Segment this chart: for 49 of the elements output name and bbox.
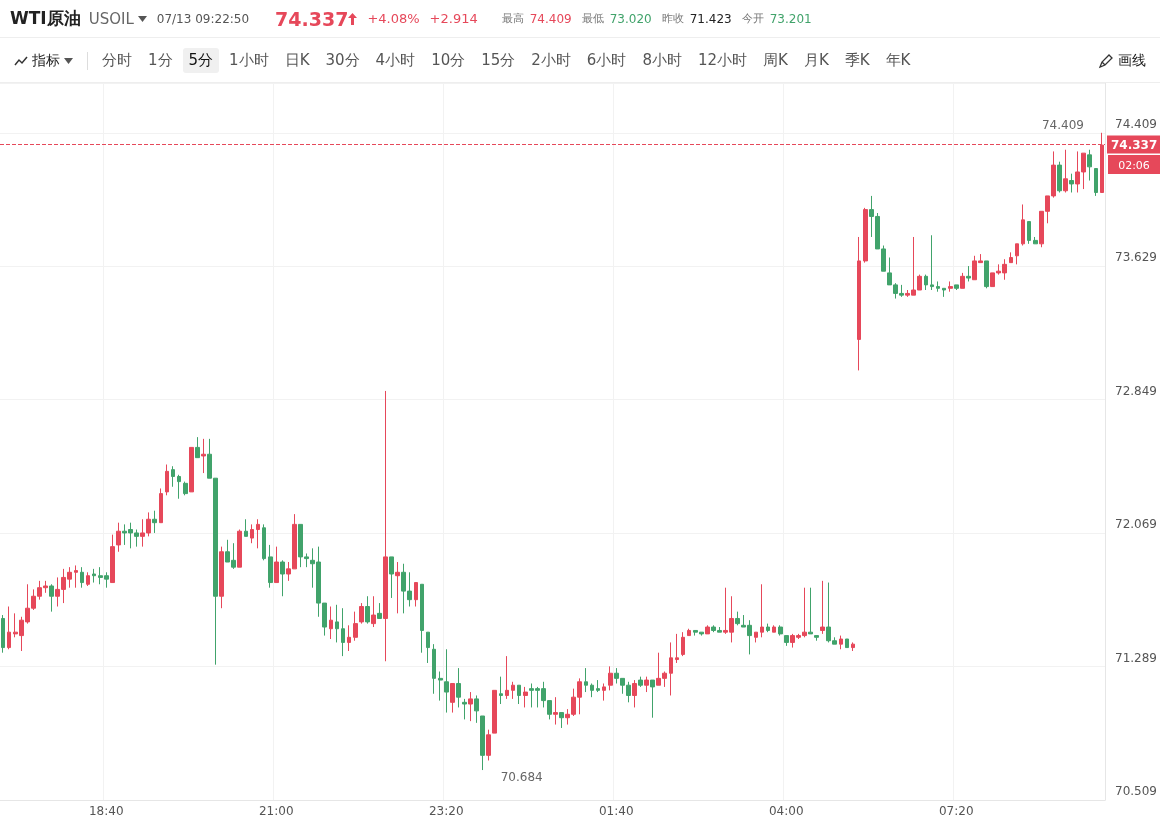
text: 周K xyxy=(762,50,789,71)
text: USOIL xyxy=(88,9,134,28)
x-tick-label: 21:00 xyxy=(258,804,294,818)
text: 指标 xyxy=(32,51,60,70)
text: 5分 xyxy=(182,48,220,73)
y-tick-label: 71.289 xyxy=(1115,650,1157,665)
x-tick-label: 07:20 xyxy=(938,804,974,818)
y-tick-label: 74.409 xyxy=(1115,116,1157,131)
text: 1小时 xyxy=(228,50,270,71)
text: +4.08% xyxy=(367,11,420,26)
text: 季K xyxy=(843,50,871,71)
text: 15分 xyxy=(480,50,517,71)
y-tick-label: 72.069 xyxy=(1115,517,1157,532)
annotation: 74.409 xyxy=(1041,117,1084,132)
text: 07/13 09:22:50 xyxy=(156,11,250,26)
text: 年K xyxy=(884,50,912,71)
text: 02:06 xyxy=(1118,158,1150,172)
y-tick-label: 73.629 xyxy=(1115,250,1157,265)
text: WTI原油 xyxy=(10,7,81,30)
x-tick-label: 04:00 xyxy=(768,804,804,818)
text: 4小时 xyxy=(374,50,417,71)
text: 最高 xyxy=(501,11,524,26)
text: 71.423 xyxy=(689,11,732,26)
text: 74.337 xyxy=(275,7,349,30)
text: 日K xyxy=(283,50,311,71)
y-tick-label: 70.509 xyxy=(1115,784,1157,798)
text: 30分 xyxy=(324,50,361,71)
text: 12小时 xyxy=(696,50,749,71)
text: 画线 xyxy=(1118,51,1146,70)
text: 6小时 xyxy=(585,50,628,71)
x-tick-label: 18:40 xyxy=(88,804,124,818)
x-tick-label: 23:20 xyxy=(428,804,464,818)
text: 8小时 xyxy=(641,50,683,71)
text: 74.409 xyxy=(529,11,572,26)
annotation: 70.684 xyxy=(500,770,543,785)
text: 73.201 xyxy=(769,11,812,26)
text: 2小时 xyxy=(530,50,572,71)
y-tick-label: 72.849 xyxy=(1115,383,1157,398)
text: 昨收 xyxy=(661,11,684,26)
text: +2.914 xyxy=(429,11,478,26)
text: 分时 xyxy=(101,50,133,71)
x-tick-label: 01:40 xyxy=(598,804,634,818)
text: 最低 xyxy=(581,11,604,26)
text: 10分 xyxy=(430,50,467,71)
text: 月K xyxy=(802,50,830,71)
text: 73.020 xyxy=(609,11,652,26)
ref-line-label: 74.337 xyxy=(1111,137,1158,152)
text: 1分 xyxy=(147,50,174,71)
text: 今开 xyxy=(741,11,764,26)
